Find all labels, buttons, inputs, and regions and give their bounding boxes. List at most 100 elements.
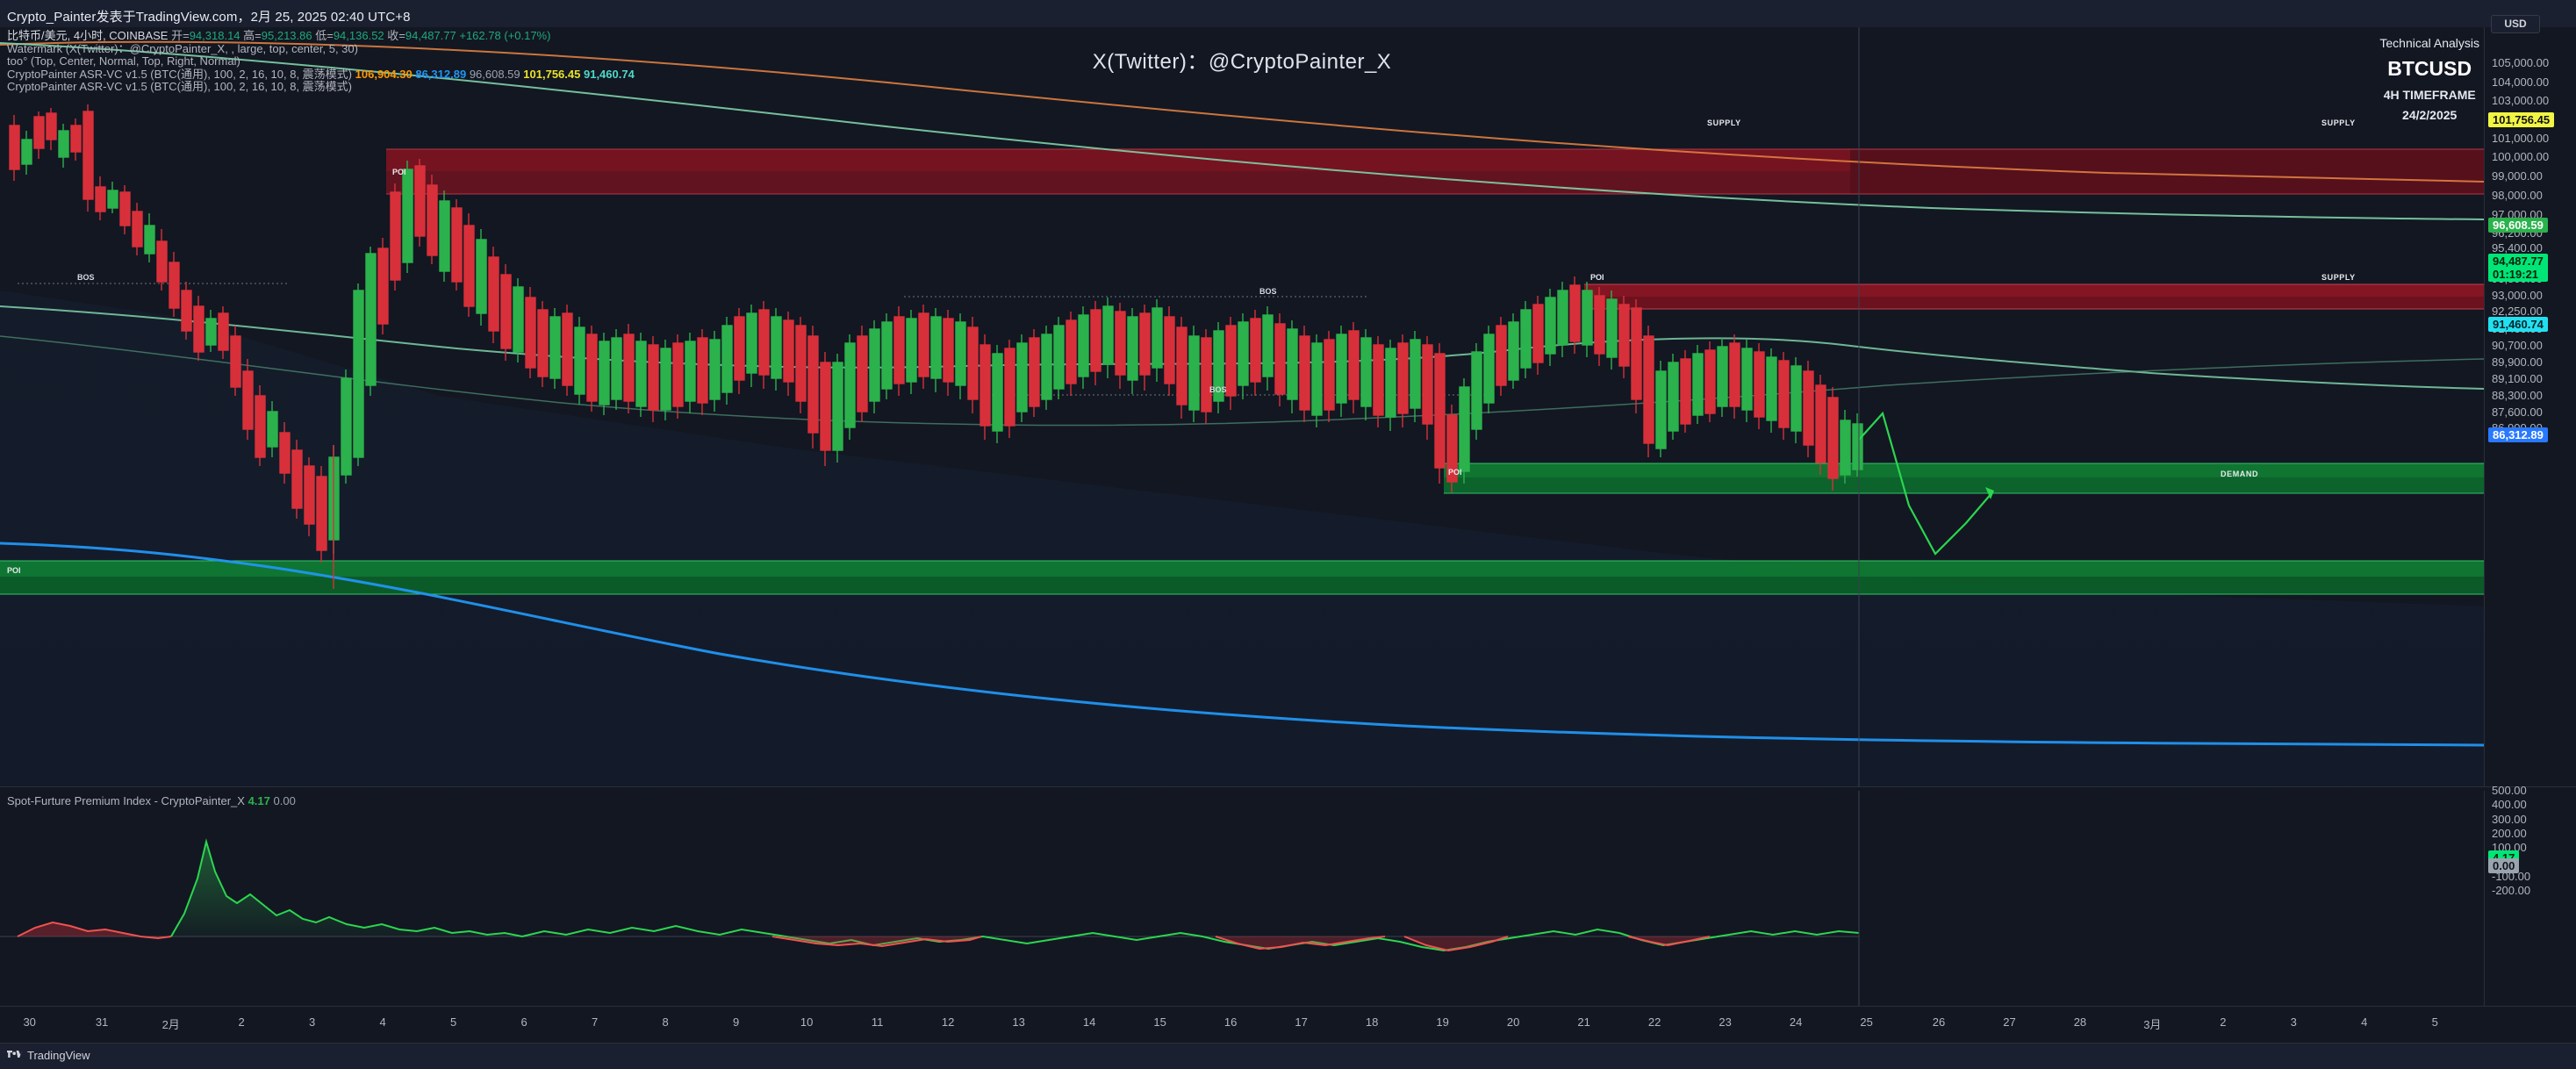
- legend-open-value: 94,318.14: [189, 29, 240, 42]
- time-tick: 28: [2073, 1015, 2087, 1029]
- time-axis[interactable]: 30 31 2月 2 3 4 5 6 7 8 9 10 11 12 13 14 15 16 17 18 19 20 21 22…: [0, 1006, 2576, 1044]
- demand-label: DEMAND: [2221, 470, 2258, 478]
- pill-last-price-value: 94,487.77: [2493, 255, 2544, 268]
- pill-premium-zero[interactable]: 0.00: [2488, 858, 2520, 873]
- poi-label-3: POI: [1448, 468, 1462, 477]
- premium-tick: 200.00: [2492, 827, 2527, 840]
- legend-asrvc-v2: 86,312.89: [415, 67, 467, 81]
- tradingview-mark-icon: [7, 1050, 22, 1061]
- legend-low-label: 低=: [315, 29, 334, 42]
- premium-index-value: 4.17: [248, 794, 270, 807]
- demand-zone: [1444, 463, 2484, 494]
- time-tick: 27: [2003, 1015, 2016, 1029]
- premium-tick: 400.00: [2492, 798, 2527, 811]
- band-lower-line: [0, 542, 2484, 747]
- ma-upper-line: [0, 42, 2484, 220]
- price-tick: 104,000.00: [2492, 75, 2550, 89]
- pill-last-price[interactable]: 94,487.77 01:19:21: [2488, 254, 2548, 282]
- ta-timeframe: 4H TIMEFRAME: [2383, 87, 2476, 102]
- supply-zone-upper: [386, 148, 2484, 195]
- time-tick: 15: [1153, 1015, 1166, 1029]
- legend-row-symbol[interactable]: 比特币/美元, 4小时, COINBASE 开=94,318.14 高=95,2…: [7, 29, 635, 43]
- site-credit-text: Crypto_Painter发表于TradingView.com，2月 25, …: [7, 10, 411, 25]
- price-tick: 89,900.00: [2492, 355, 2543, 369]
- time-tick: 25: [1860, 1015, 1873, 1029]
- time-tick: 3: [2290, 1015, 2297, 1029]
- legend-low-value: 94,136.52: [333, 29, 384, 42]
- price-tick: 88,300.00: [2492, 389, 2543, 402]
- time-tick: 4: [379, 1015, 386, 1029]
- poi-label-1: POI: [392, 168, 406, 176]
- premium-index-value2: 0.00: [273, 794, 296, 807]
- price-tick: 98,000.00: [2492, 189, 2543, 202]
- bos-label-1: BOS: [77, 273, 95, 282]
- legend-asrvc-v5: 91,460.74: [583, 67, 635, 81]
- ta-date: 24/2/2025: [2402, 107, 2458, 122]
- price-tick: 92,250.00: [2492, 305, 2543, 318]
- legend-row-asrvc[interactable]: CryptoPainter ASR-VC v1.5 (BTC(通用), 100,…: [7, 68, 635, 82]
- pill-poi-lower[interactable]: 91,460.74: [2488, 317, 2548, 332]
- price-tick: 103,000.00: [2492, 94, 2550, 107]
- time-tick: 3: [309, 1015, 316, 1029]
- premium-tick: -200.00: [2492, 884, 2531, 897]
- premium-tick: 300.00: [2492, 813, 2527, 826]
- legend-row-watermark[interactable]: Watermark (X(Twitter)：@CryptoPainter_X, …: [7, 41, 358, 55]
- time-tick: 10: [800, 1015, 814, 1029]
- time-tick: 5: [450, 1015, 457, 1029]
- pill-supply-upper[interactable]: 101,756.45: [2488, 112, 2555, 127]
- premium-index-pane[interactable]: [0, 791, 2484, 1006]
- time-tick: 18: [1365, 1015, 1379, 1029]
- price-tick: 90,700.00: [2492, 339, 2543, 352]
- time-tick: 16: [1223, 1015, 1238, 1029]
- legend-asrvc-v1: 106,904.30: [355, 67, 413, 81]
- time-tick: 14: [1082, 1015, 1096, 1029]
- time-tick: 20: [1506, 1015, 1520, 1029]
- price-tick: 93,000.00: [2492, 289, 2543, 302]
- technical-analysis-box: Technical Analysis BTCUSD 4H TIMEFRAME 2…: [2379, 35, 2479, 124]
- time-tick: 24: [1789, 1015, 1803, 1029]
- legend-asrvc-v3: 96,608.59: [469, 67, 520, 81]
- time-tick: 3月: [2143, 1018, 2162, 1031]
- supply-zone-right: [1584, 283, 2484, 310]
- legend-asrvc-title: CryptoPainter ASR-VC v1.5 (BTC(通用), 100,…: [7, 67, 353, 81]
- bos-label-2: BOS: [1259, 287, 1277, 296]
- pane-divider[interactable]: [0, 786, 2576, 787]
- currency-chip[interactable]: USD: [2491, 15, 2540, 33]
- legend-close-label: 收=: [387, 29, 405, 42]
- time-tick: 4: [2361, 1015, 2368, 1029]
- chart-watermark: X(Twitter)：@CryptoPainter_X: [1092, 50, 1392, 74]
- legend-row-too[interactable]: too° (Top, Center, Normal, Top, Right, N…: [7, 54, 240, 68]
- time-tick: 8: [662, 1015, 669, 1029]
- supply-label-upper: SUPPLY: [1707, 118, 1741, 127]
- main-chart-pane[interactable]: SUPPLY SUPPLY SUPPLY DEMAND POI POI POI …: [0, 27, 2484, 786]
- premium-index-svg: [0, 791, 2484, 1006]
- legend-change: +162.78 (+0.17%): [459, 29, 551, 42]
- time-tick: 30: [23, 1015, 36, 1029]
- tradingview-logo[interactable]: TradingView: [7, 1049, 90, 1062]
- pill-band-lower[interactable]: 86,312.89: [2488, 427, 2548, 442]
- price-axis[interactable]: 105,000.00104,000.00103,000.00102,000.00…: [2484, 27, 2576, 786]
- ma-mid-line-2: [0, 335, 2484, 427]
- premium-index-legend[interactable]: Spot-Furture Premium Index - CryptoPaint…: [7, 794, 296, 807]
- pill-last-price-countdown: 01:19:21: [2493, 268, 2539, 281]
- time-tick: 17: [1295, 1015, 1308, 1029]
- price-tick: 89,100.00: [2492, 372, 2543, 385]
- band-upper-line: [0, 40, 2484, 183]
- time-tick: 19: [1436, 1015, 1449, 1029]
- price-tick: 105,000.00: [2492, 56, 2550, 69]
- pill-ma-mid[interactable]: 96,608.59: [2488, 218, 2548, 233]
- time-tick: 22: [1647, 1015, 1661, 1029]
- ta-symbol: BTCUSD: [2387, 56, 2472, 80]
- time-tick: 12: [941, 1015, 955, 1029]
- forecast-projection: [1858, 411, 1994, 556]
- chart-legend: 比特币/美元, 4小时, COINBASE 开=94,318.14 高=95,2…: [7, 29, 635, 94]
- legend-row-asrvc-dup[interactable]: CryptoPainter ASR-VC v1.5 (BTC(通用), 100,…: [7, 80, 353, 94]
- candlestick-series: [9, 104, 1863, 589]
- premium-index-axis[interactable]: 500.00 400.00 300.00 200.00 100.00 -100.00 -20…: [2484, 784, 2576, 1006]
- time-tick: 2月: [161, 1018, 180, 1031]
- legend-high-value: 95,213.86: [261, 29, 312, 42]
- time-tick: 9: [733, 1015, 740, 1029]
- time-tick: 23: [1719, 1015, 1732, 1029]
- tradingview-brand-text: TradingView: [27, 1049, 90, 1062]
- time-tick: 11: [871, 1015, 884, 1029]
